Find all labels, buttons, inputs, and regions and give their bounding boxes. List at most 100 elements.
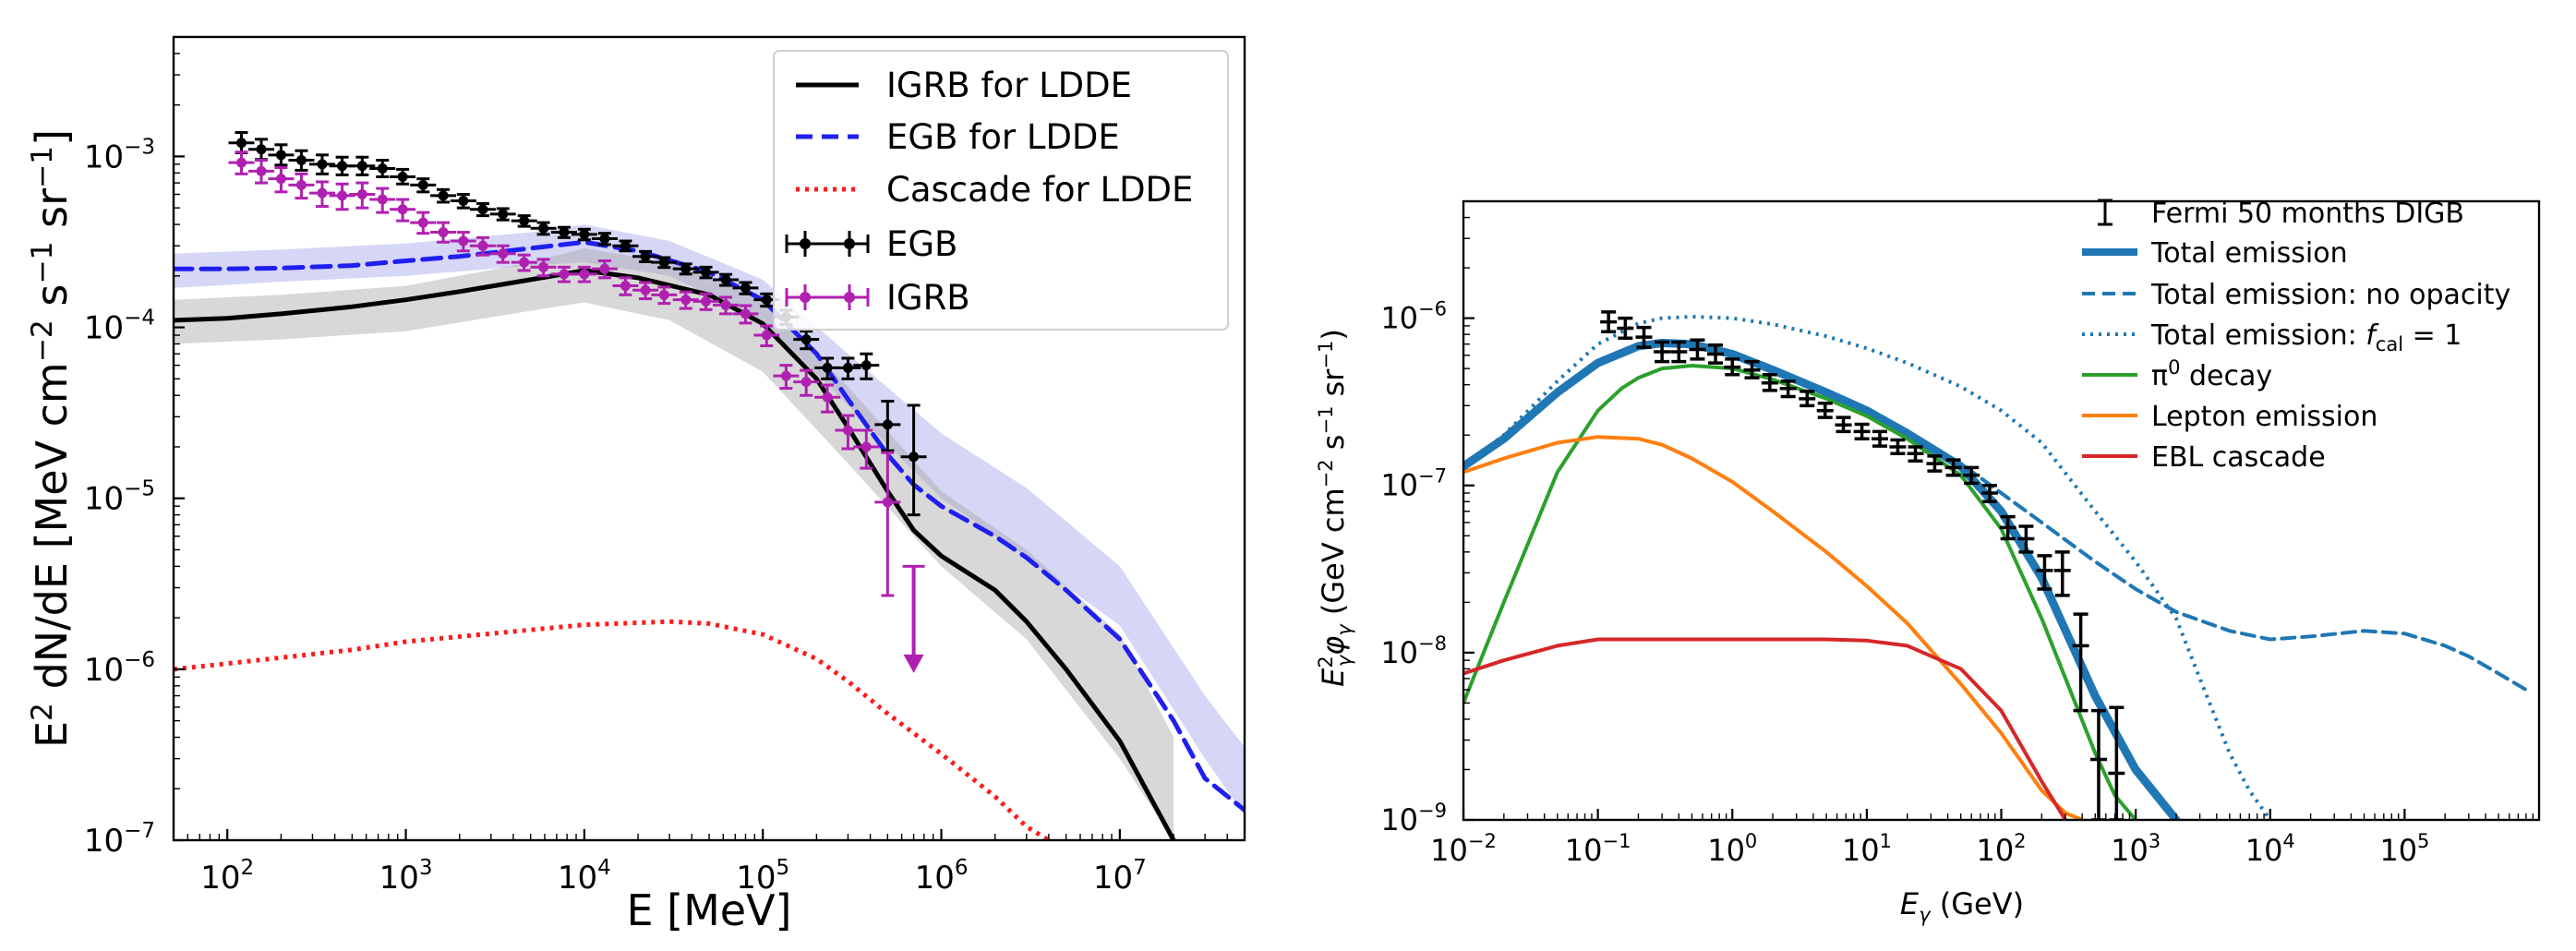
left-y-axis-label: E2 dN/dE [MeV cm−2 s−1 sr−1] [26,129,77,748]
data-point [740,283,751,294]
right-y-axis-label: E2γφγ (GeV cm−2 s−1 sr−1) [1315,329,1355,687]
data-point [800,334,812,345]
data-point [477,204,488,215]
data-point [337,190,348,201]
x-tick-label: 100 [1707,830,1757,868]
y-tick-label: 10−3 [84,135,155,175]
data-point [295,179,307,190]
data-point [680,263,692,274]
data-point [720,274,731,285]
data-point [761,330,772,341]
y-tick-label: 10−9 [1380,800,1447,837]
data-point [477,240,488,251]
right-clip-group [1463,310,2528,820]
x-tick-label: 105 [2379,830,2429,868]
data-point [356,188,367,199]
data-point [620,240,631,251]
left-axes-frame [172,35,1246,842]
left-series-cascade-for-ldde [174,619,1051,840]
legend-label-igrb-ldde: IGRB for LDDE [886,66,1132,105]
data-point [842,425,853,436]
right-series-ebl-cascade [1463,637,2067,820]
data-point [579,269,590,280]
right-series--decay [1463,364,2138,820]
left-legend: IGRB for LDDE EGB for LDDE Cascade for L… [773,50,1229,331]
data-point [701,267,712,278]
data-point [377,163,388,174]
data-point [538,261,549,272]
data-point [417,179,428,190]
data-point [640,251,651,262]
x-tick-label: 105 [736,856,789,897]
y-tick-label: 10−8 [1380,632,1447,670]
left-upper-limit [902,564,925,673]
data-point [559,269,570,280]
data-point [658,257,669,268]
data-point [761,295,772,306]
legend-label-cascade-ldde: Cascade for LDDE [886,170,1193,210]
right-series-total-emission-no-opacity [1463,341,2528,692]
data-point [680,295,692,306]
data-point [275,150,286,161]
data-point [256,165,267,176]
data-point [720,299,731,310]
data-point [538,223,549,234]
data-point [438,190,449,201]
data-point [256,144,267,155]
data-point [620,281,631,292]
right-series-total-emission-f-cal-1 [1463,315,2272,820]
right-x-axis-label: Eγ (GeV) [1900,886,2024,926]
left-legend-box [773,50,1229,331]
data-point [236,138,247,149]
data-point [397,204,408,215]
left-ticks: 102 103 104 105 106 107 10−7 10−6 10−5 10−4 10−3 [84,53,1228,897]
data-point [519,257,530,268]
legend-label-lepton: Lepton emission [2151,401,2377,433]
legend-label-pi0: π0 decay [2151,356,2272,392]
data-point [861,360,872,371]
x-tick-label: 104 [558,856,611,897]
data-point [822,362,833,373]
right-points-fermi-50-months-digb [1600,310,2125,820]
data-point [519,215,530,226]
x-tick-label: 10−1 [1565,830,1631,868]
right-panel: 10−2 10−1 100 101 102 103 104 105 10−9 10−8 10−7 10… [1315,198,2541,926]
data-point [317,159,328,170]
right-axes-frame [1462,199,2541,822]
data-point [438,227,449,238]
data-point [579,229,590,240]
left-clip-group [174,131,1245,840]
left-series-igrb-for-ldde [174,268,1176,840]
left-points-egb [228,131,927,517]
legend-label-egb-ldde: EGB for LDDE [886,117,1120,157]
left-points-igrb [228,150,901,597]
upper-limit-arrowhead [903,654,924,673]
legend-swatch-egb-points [785,231,870,257]
data-point [599,234,610,245]
data-point [397,171,408,182]
legend-swatch-igrb-points [785,284,870,310]
data-point [377,194,388,205]
data-point [780,370,791,381]
y-tick-label: 10−7 [84,819,155,860]
x-tick-label: 103 [2111,830,2161,868]
legend-label-egb: EGB [886,224,957,264]
right-plot-area [1463,310,2528,820]
y-tick-label: 10−4 [84,307,155,347]
left-x-axis-label: E [MeV] [626,885,791,935]
left-band-1 [174,247,1174,840]
y-tick-label: 10−6 [1380,298,1447,336]
legend-label-fermi: Fermi 50 months DIGB [2151,198,2464,230]
x-tick-label: 104 [2245,830,2295,868]
data-point [236,157,247,168]
left-series-egb-for-ldde [174,239,1245,813]
data-point [882,497,893,508]
data-point [658,289,669,300]
x-tick-label: 10−2 [1430,830,1497,868]
data-point [800,377,812,388]
data-point [559,227,570,238]
left-panel: 102 103 104 105 106 107 10−7 10−6 10−5 10−4 10−3 I… [26,35,1246,935]
data-point [498,248,509,259]
